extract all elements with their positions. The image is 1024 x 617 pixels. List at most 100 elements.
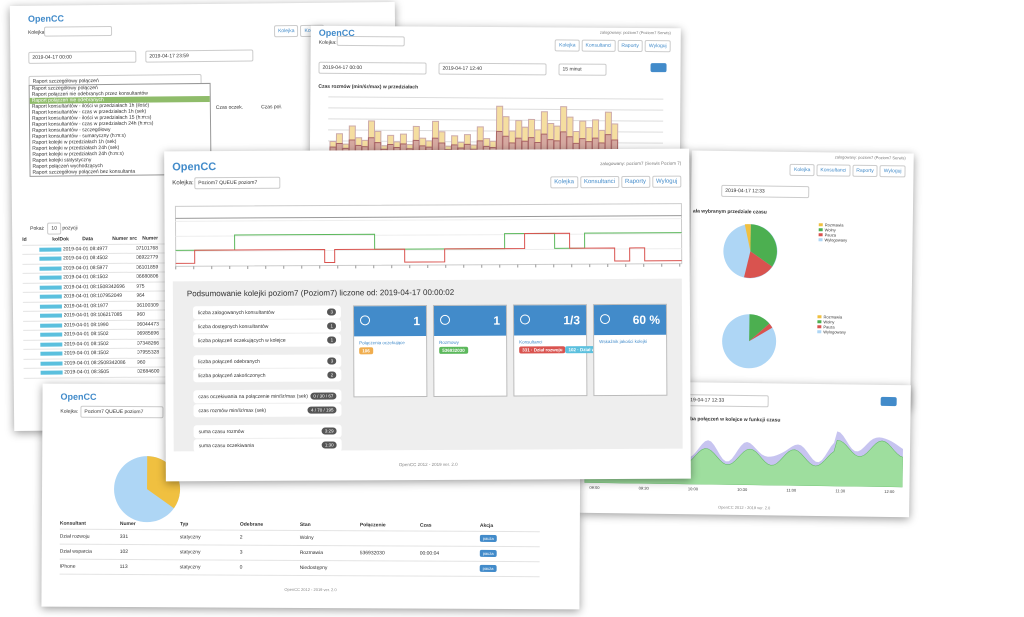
nav-button[interactable]: Kolejka (789, 163, 815, 177)
brand: OpenCC (172, 161, 217, 174)
swatch (818, 228, 823, 232)
queue-label: Kolejka: (318, 39, 337, 46)
refresh-button[interactable] (650, 63, 667, 73)
cell: Niedostępny (299, 564, 328, 572)
queue-label: Kolejka: (172, 180, 194, 187)
card-header: 1 (353, 306, 427, 337)
cell: statyczny (179, 549, 201, 556)
cell (420, 562, 480, 576)
nav-button[interactable]: Kolejka (274, 25, 299, 38)
cell: 07952049 (99, 292, 123, 300)
card-icon (519, 314, 531, 325)
legend: Rozmawia Wolny Pauza Wylogowany (818, 222, 848, 243)
date-from[interactable]: 2019-04-17 00:00 (28, 50, 137, 64)
pause-button[interactable]: pauza (479, 549, 497, 557)
stat-group: suma czasu rozmów 3:29 suma czasu oczekiwa… (193, 424, 342, 453)
column-header: Czas (419, 522, 432, 529)
nav-button[interactable]: Raporty (620, 175, 651, 188)
swatch (818, 233, 823, 237)
chart-title: Liczba połączeń w kolejce w funkcji czas… (680, 416, 781, 424)
nav: Kolejka Konsultanci Raporty Wyloguj (553, 39, 671, 53)
pause-button[interactable]: pauza (479, 534, 497, 542)
checkbox (23, 350, 38, 359)
checkbox (23, 312, 38, 321)
nav-button[interactable]: Wyloguj (651, 175, 682, 188)
cell: 2019-04-01 08:15:40 (63, 292, 100, 300)
slice (749, 323, 773, 342)
cell: 06217085 (99, 311, 123, 319)
cell: 2 (239, 534, 243, 541)
badge: 536932030 (439, 346, 468, 354)
stat-row: liczba połączeń odebranych 3 (193, 354, 342, 369)
count[interactable]: 10 (47, 222, 62, 235)
cell: Dział wsparcia (59, 548, 92, 555)
chart-title: Czas rozmów (min/śr/max) w przedziałach (318, 83, 419, 91)
nav-button[interactable]: Konsultanci (816, 164, 851, 177)
stat-label: liczba połączeń oczekujących w kolejce (198, 337, 286, 344)
pie (722, 314, 777, 369)
cell: 331 (119, 533, 129, 541)
x-tick-label: 10:00 (687, 486, 698, 492)
cell: 977 (99, 264, 108, 271)
date-to[interactable]: 2019-04-17 12:40 (438, 62, 547, 76)
stat-row: liczba zalogowanych konsultantów 3 (192, 305, 342, 320)
nav-button[interactable]: Kolejka (555, 39, 580, 52)
stat-value: 0 / 30 / 67 (310, 392, 337, 400)
stat-row: suma czasu oczekiwania 1:30 (193, 438, 342, 453)
stat-label: suma czasu rozmów (198, 428, 245, 435)
icon (39, 332, 62, 337)
nav-button[interactable]: Konsultanci (581, 39, 616, 52)
checkbox (23, 283, 38, 292)
consultants-table: Konsultant Numer Typ Odebrane Stan Połączenie… (59, 518, 540, 578)
card: 1 Połączenia oczekujące 106 (352, 305, 428, 398)
cell: pauza (479, 562, 540, 576)
slice (744, 251, 773, 278)
cell: Wolny (299, 534, 314, 542)
date-from[interactable]: 2019-04-17 00:00 (318, 61, 427, 75)
queue-select[interactable]: Poziom7 QUEUE poziom7 (80, 405, 164, 419)
table-row: IPhone 113 statyczny 0 Niedostępny pauza (59, 559, 540, 578)
stat-row: liczba połączeń zakończonych 2 (193, 368, 342, 383)
swatch (818, 238, 823, 242)
column-header: Numer (119, 520, 136, 528)
card-header: 1 (433, 305, 507, 336)
x-tick-label: 11:30 (835, 488, 846, 494)
stat-label: liczba dostępnych konsultantów (198, 323, 269, 330)
queue-select[interactable]: Poziom7 QUEUE poziom7 (194, 176, 281, 190)
queue-select[interactable] (336, 35, 405, 47)
interval[interactable]: 15 minut (558, 63, 607, 76)
cell: 0 (239, 564, 243, 571)
swatch (817, 330, 822, 334)
icon (39, 294, 62, 299)
refresh-button[interactable] (880, 396, 897, 407)
nav-button[interactable]: Kolejka (550, 176, 578, 189)
pause-button[interactable]: pauza (479, 564, 497, 572)
nav-button[interactable]: Raporty (852, 164, 878, 178)
queue-line-chart (174, 203, 683, 270)
brand: OpenCC (27, 13, 64, 24)
x-tick-label: 12:00 (884, 488, 895, 495)
card-value: 1/3 (563, 313, 581, 328)
nav-button[interactable]: Wyloguj (879, 165, 906, 178)
nav-button[interactable]: Raporty (617, 39, 643, 53)
nav-button[interactable]: Konsultanci (579, 175, 620, 189)
stat-value: 3 (327, 357, 337, 365)
card-header: 60 % (593, 304, 667, 336)
stat-group: liczba zalogowanych konsultantów 3 liczba … (192, 305, 342, 348)
checkbox (24, 369, 39, 378)
nav-button[interactable]: Wyloguj (644, 40, 671, 53)
cell: Dział rozwoju (59, 533, 90, 540)
cell: 2019-04-01 08:20:44 (63, 359, 101, 366)
card-icon (599, 314, 611, 325)
text: pozycji (62, 225, 78, 232)
date[interactable]: 2019-04-17 12:33 (721, 184, 810, 199)
icon (39, 342, 62, 347)
cell: 502 (100, 350, 109, 357)
date-to[interactable]: 2019-04-17 23:59 (145, 49, 254, 63)
date[interactable]: 2019-04-17 12:33 (680, 394, 769, 408)
grid-line (175, 233, 682, 237)
slice (750, 224, 777, 267)
queue-select[interactable] (44, 25, 113, 37)
cell: 502 (100, 340, 109, 347)
slice (722, 314, 777, 369)
